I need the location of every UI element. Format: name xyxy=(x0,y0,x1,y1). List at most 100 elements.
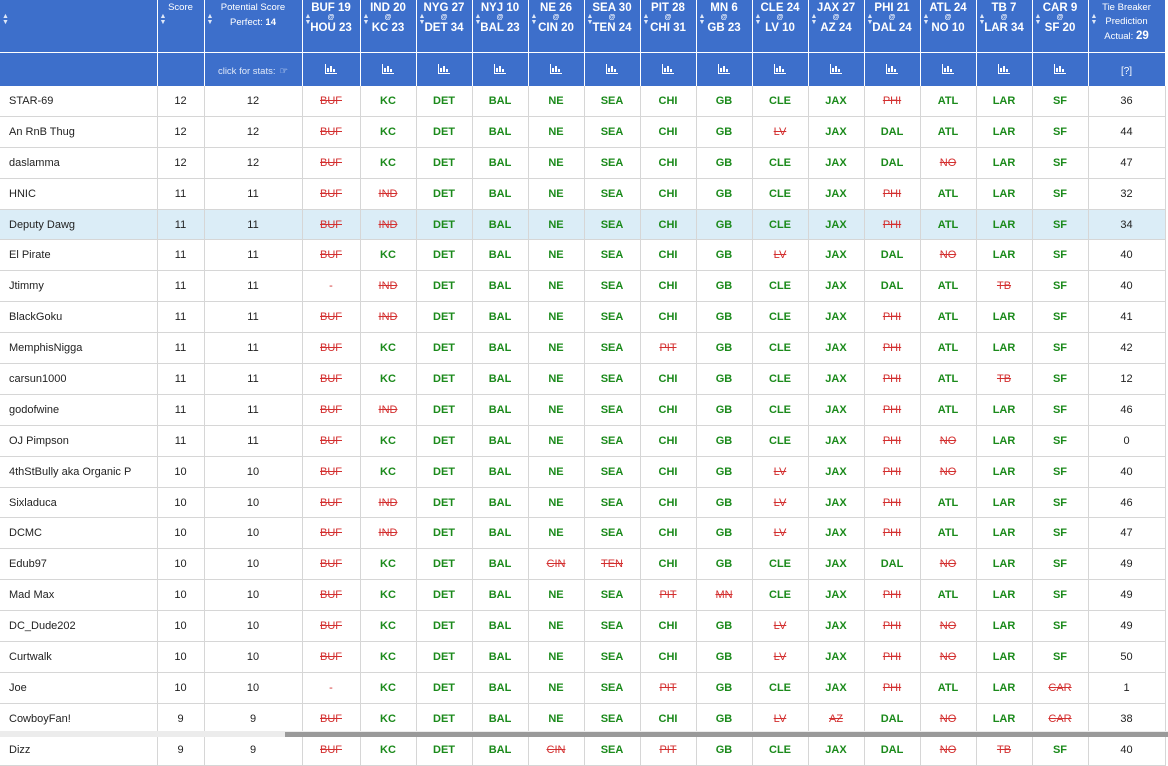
table-row[interactable]: MemphisNigga 11 11 BUF KC DET BAL NE SEA PIT GB CLE… xyxy=(0,332,1166,365)
game-column-header[interactable]: ▲ ▼ CAR 9 @ SF 20 xyxy=(1032,0,1089,53)
game-column-header[interactable]: ▲ ▼ PIT 28 @ CHI 31 xyxy=(640,0,697,53)
player-name[interactable]: Deputy Dawg xyxy=(0,209,158,241)
bar-chart-icon[interactable] xyxy=(942,63,954,74)
sort-arrows-icon[interactable]: ▲ ▼ xyxy=(922,13,930,26)
player-name[interactable]: godofwine xyxy=(0,394,158,426)
table-row[interactable]: Joe 10 10- KC DET BAL NE SEA PIT GB CLE JAX PHI ATL LA… xyxy=(0,672,1166,704)
game-column-header[interactable]: ▲ ▼ PHI 21 @ DAL 24 xyxy=(864,0,921,53)
player-name[interactable]: HNIC xyxy=(0,178,158,210)
table-row[interactable]: DC_Dude202 10 10 BUF KC DET BAL NE SEA CHI GB LV JAX… xyxy=(0,610,1166,643)
sort-arrows-icon[interactable]: ▲ ▼ xyxy=(810,13,818,26)
table-row[interactable]: Curtwalk 10 10 BUF KC DET BAL NE SEA CHI GB LV JAX PH… xyxy=(0,641,1166,673)
player-name[interactable]: carsun1000 xyxy=(0,363,158,395)
sort-arrows-icon[interactable]: ▲ ▼ xyxy=(754,13,762,26)
bar-chart-icon[interactable] xyxy=(1054,63,1066,74)
table-row[interactable]: HNIC 11 11 BUF IND DET BAL NE SEA CHI GB CLE JAX PHI A… xyxy=(0,178,1166,210)
tiebreaker-column-header[interactable]: ▲ ▼ Tie Breaker Prediction Actual: 29 xyxy=(1088,0,1166,53)
player-name[interactable]: El Pirate xyxy=(0,239,158,272)
player-name[interactable]: Jtimmy xyxy=(0,270,158,303)
sort-arrows-icon[interactable]: ▲ ▼ xyxy=(206,13,214,26)
table-row[interactable]: CowboyFan! 9 9 BUF KC DET BAL NE SEA CHI GB LV AZ DAL… xyxy=(0,703,1166,735)
game-column-header[interactable]: ▲ ▼ MN 6 @ GB 23 xyxy=(696,0,753,53)
game-stats-button[interactable] xyxy=(696,52,753,86)
table-row[interactable]: godofwine 11 11 BUF IND DET BAL NE SEA CHI GB CLE JA… xyxy=(0,394,1166,426)
sort-arrows-icon[interactable]: ▲ ▼ xyxy=(586,13,594,26)
table-row[interactable]: carsun1000 11 11 BUF KC DET BAL NE SEA CHI GB CLE JA… xyxy=(0,363,1166,395)
game-stats-button[interactable] xyxy=(920,52,977,86)
bar-chart-icon[interactable] xyxy=(494,63,506,74)
table-row[interactable]: Sixladuca 10 10 BUF IND DET BAL NE SEA CHI GB LV JAX… xyxy=(0,487,1166,519)
name-column-header[interactable]: ▲ ▼ xyxy=(0,0,158,53)
bar-chart-icon[interactable] xyxy=(325,63,337,74)
bar-chart-icon[interactable] xyxy=(606,63,618,74)
tiebreaker-help-link[interactable]: [?] xyxy=(1088,52,1166,86)
bar-chart-icon[interactable] xyxy=(774,63,786,74)
sort-arrows-icon[interactable]: ▲ ▼ xyxy=(1034,13,1042,26)
table-row[interactable]: OJ Pimpson 11 11 BUF KC DET BAL NE SEA CHI GB CLE JA… xyxy=(0,425,1166,457)
sort-arrows-icon[interactable]: ▲ ▼ xyxy=(530,13,538,26)
table-row[interactable]: Mad Max 10 10 BUF KC DET BAL NE SEA PIT MN CLE JAX PH… xyxy=(0,579,1166,612)
table-row[interactable]: BlackGoku 11 11 BUF IND DET BAL NE SEA CHI GB CLE JA… xyxy=(0,301,1166,334)
game-column-header[interactable]: ▲ ▼ JAX 27 @ AZ 24 xyxy=(808,0,865,53)
table-row[interactable]: Deputy Dawg 11 11 BUF IND DET BAL NE SEA CHI GB CLE… xyxy=(0,209,1166,241)
player-name[interactable]: Mad Max xyxy=(0,579,158,612)
player-name[interactable]: Edub97 xyxy=(0,548,158,581)
game-stats-button[interactable] xyxy=(472,52,529,86)
game-column-header[interactable]: ▲ ▼ NYG 27 @ DET 34 xyxy=(416,0,473,53)
player-name[interactable]: An RnB Thug xyxy=(0,116,158,148)
sort-arrows-icon[interactable]: ▲ ▼ xyxy=(2,13,9,26)
bar-chart-icon[interactable] xyxy=(550,63,562,74)
sort-arrows-icon[interactable]: ▲ ▼ xyxy=(418,13,426,26)
game-stats-button[interactable] xyxy=(864,52,921,86)
player-name[interactable]: 4thStBully aka Organic P xyxy=(0,456,158,488)
score-column-header[interactable]: ▲ ▼ Score xyxy=(157,0,205,53)
player-name[interactable]: DC_Dude202 xyxy=(0,610,158,643)
player-name[interactable]: Sixladuca xyxy=(0,487,158,519)
sort-arrows-icon[interactable]: ▲ ▼ xyxy=(1090,13,1098,26)
game-stats-button[interactable] xyxy=(302,52,361,86)
player-name[interactable]: DCMC xyxy=(0,517,158,550)
player-name[interactable]: OJ Pimpson xyxy=(0,425,158,457)
sort-arrows-icon[interactable]: ▲ ▼ xyxy=(362,13,370,26)
bar-chart-icon[interactable] xyxy=(830,63,842,74)
bar-chart-icon[interactable] xyxy=(998,63,1010,74)
scrollbar-thumb[interactable] xyxy=(285,732,1168,737)
player-name[interactable]: MemphisNigga xyxy=(0,332,158,365)
potential-score-column-header[interactable]: ▲ ▼ Potential Score Perfect: 14 xyxy=(204,0,303,53)
sort-arrows-icon[interactable]: ▲ ▼ xyxy=(978,13,986,26)
game-stats-button[interactable] xyxy=(1032,52,1089,86)
player-name[interactable]: STAR-69 xyxy=(0,86,158,117)
bar-chart-icon[interactable] xyxy=(662,63,674,74)
game-column-header[interactable]: ▲ ▼ ATL 24 @ NO 10 xyxy=(920,0,977,53)
sort-arrows-icon[interactable]: ▲ ▼ xyxy=(642,13,650,26)
help-link[interactable]: [?] xyxy=(1120,65,1133,77)
game-column-header[interactable]: ▲ ▼ IND 20 @ KC 23 xyxy=(360,0,417,53)
sort-arrows-icon[interactable]: ▲ ▼ xyxy=(866,13,874,26)
game-stats-button[interactable] xyxy=(528,52,585,86)
bar-chart-icon[interactable] xyxy=(382,63,394,74)
table-row[interactable]: daslamma 12 12 BUF KC DET BAL NE SEA CHI GB CLE JAX D… xyxy=(0,147,1166,179)
game-stats-button[interactable] xyxy=(416,52,473,86)
table-row[interactable]: DCMC 10 10 BUF IND DET BAL NE SEA CHI GB LV JAX PHI AT… xyxy=(0,517,1166,550)
game-stats-button[interactable] xyxy=(808,52,865,86)
table-row[interactable]: STAR-69 12 12 BUF KC DET BAL NE SEA CHI GB CLE JAX PH… xyxy=(0,86,1166,117)
sort-arrows-icon[interactable]: ▲ ▼ xyxy=(474,13,482,26)
player-name[interactable]: CowboyFan! xyxy=(0,703,158,735)
sort-arrows-icon[interactable]: ▲ ▼ xyxy=(698,13,706,26)
table-row[interactable]: Jtimmy 11 11- IND DET BAL NE SEA CHI GB CLE JAX DAL A… xyxy=(0,270,1166,303)
table-row[interactable]: An RnB Thug 12 12 BUF KC DET BAL NE SEA CHI GB LV JA… xyxy=(0,116,1166,148)
game-column-header[interactable]: ▲ ▼ BUF 19 @ HOU 23 xyxy=(302,0,361,53)
game-column-header[interactable]: ▲ ▼ NYJ 10 @ BAL 23 xyxy=(472,0,529,53)
game-column-header[interactable]: ▲ ▼ NE 26 @ CIN 20 xyxy=(528,0,585,53)
game-stats-button[interactable] xyxy=(360,52,417,86)
sort-arrows-icon[interactable]: ▲ ▼ xyxy=(159,13,167,26)
game-stats-button[interactable] xyxy=(640,52,697,86)
game-column-header[interactable]: ▲ ▼ SEA 30 @ TEN 24 xyxy=(584,0,641,53)
table-row[interactable]: El Pirate 11 11 BUF KC DET BAL NE SEA CHI GB LV JAX D… xyxy=(0,239,1166,272)
table-row[interactable]: Edub97 10 10 BUF KC DET BAL CIN TEN CHI GB CLE JAX DA… xyxy=(0,548,1166,581)
bar-chart-icon[interactable] xyxy=(438,63,450,74)
game-stats-button[interactable] xyxy=(752,52,809,86)
horizontal-scrollbar[interactable] xyxy=(0,731,1168,737)
player-name[interactable]: Curtwalk xyxy=(0,641,158,673)
game-column-header[interactable]: ▲ ▼ TB 7 @ LAR 34 xyxy=(976,0,1033,53)
